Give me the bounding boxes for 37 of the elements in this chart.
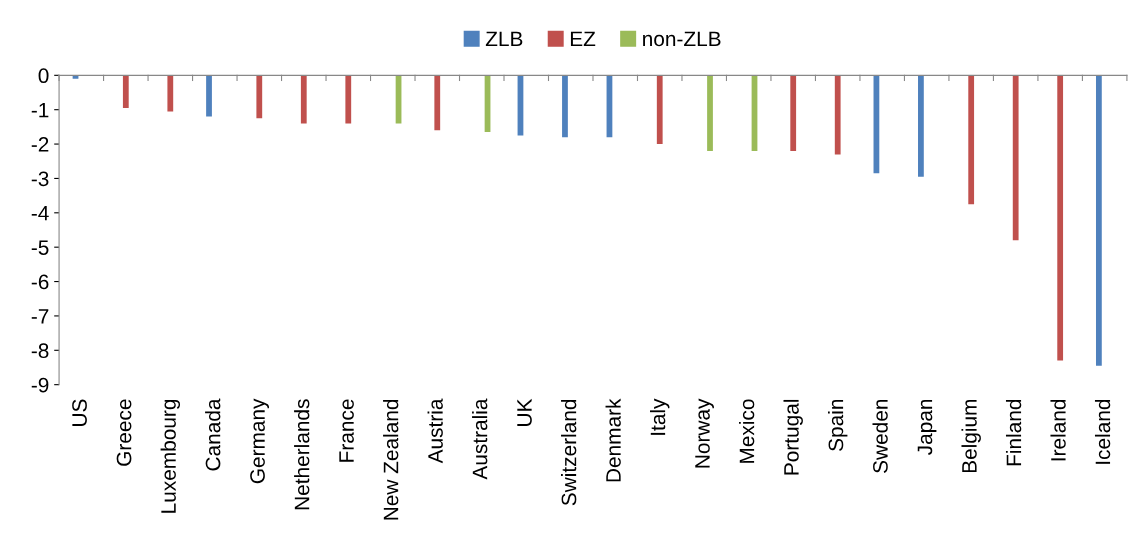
legend-label: ZLB [485, 31, 523, 47]
x-tick-label: Japan [917, 399, 937, 455]
legend-label: non-ZLB [643, 31, 721, 47]
x-tick-label: Greece [116, 399, 132, 466]
x-tick-label: Mexico [739, 399, 755, 463]
x-tick-label: New Zealand [383, 399, 399, 520]
y-tick-label: -8 [31, 343, 49, 359]
y-tick-label: -4 [31, 206, 49, 221]
x-tick-label: Switzerland [561, 399, 577, 506]
x-tick-label: Ireland [1050, 399, 1066, 461]
y-tick-label: -1 [31, 102, 49, 118]
x-tick-label: Norway [695, 398, 714, 468]
x-tick-label: UK [517, 398, 532, 426]
x-tick-label: Finland [1005, 399, 1022, 466]
y-tick-label: -7 [31, 309, 49, 324]
x-tick-label: Sweden [872, 399, 888, 473]
x-tick-label: Germany [250, 398, 269, 484]
y-tick-label: -5 [31, 240, 49, 255]
x-tick-label: Luxembourg [160, 399, 181, 513]
x-tick-label: Italy [650, 398, 670, 435]
y-tick-label: -9 [31, 377, 49, 393]
y-tick-label: -6 [31, 274, 49, 290]
x-tick-label: Denmark [605, 398, 621, 482]
x-tick-label: Belgium [961, 399, 981, 473]
x-tick-label: Spain [828, 399, 848, 451]
x-tick-label: Portugal [783, 399, 803, 475]
x-tick-label: Netherlands [294, 399, 310, 510]
y-tick-label: -2 [31, 137, 49, 152]
x-tick-label: Canada [205, 398, 221, 471]
x-tick-label: US [72, 399, 87, 426]
x-tick-label: Iceland [1094, 399, 1111, 464]
x-tick-label: Australia [472, 398, 488, 480]
legend-label: EZ [570, 31, 596, 47]
y-tick-label: 0 [38, 68, 49, 84]
x-tick-label: France [339, 399, 354, 462]
x-tick-label: Austria [427, 398, 443, 464]
y-tick-label: -3 [31, 171, 49, 187]
